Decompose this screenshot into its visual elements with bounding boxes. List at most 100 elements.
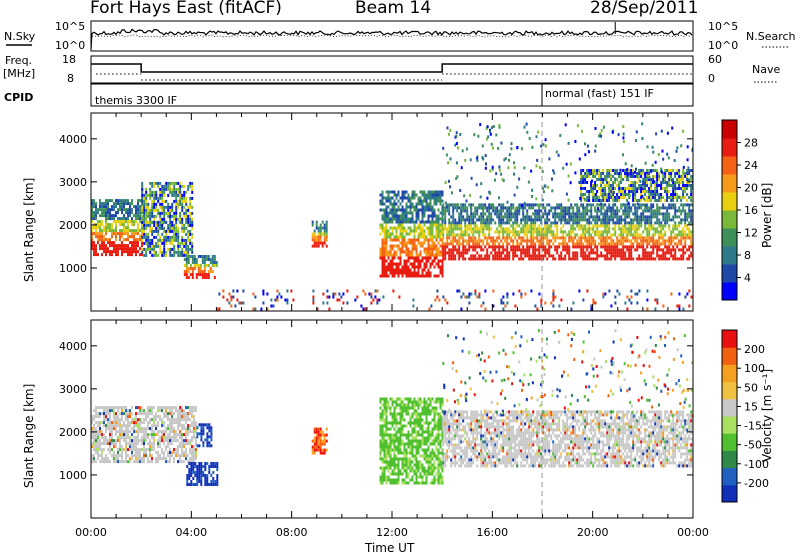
data-cell <box>602 178 605 181</box>
data-cell <box>530 227 533 231</box>
data-cell <box>548 203 551 207</box>
data-cell <box>93 205 95 209</box>
data-cell <box>554 224 557 228</box>
data-cell <box>276 289 279 293</box>
data-cell <box>656 209 659 213</box>
data-cell <box>145 208 148 212</box>
data-cell <box>644 190 647 193</box>
data-cell <box>189 229 192 233</box>
data-cell <box>119 217 121 221</box>
data-cell <box>149 208 152 212</box>
data-cell <box>173 226 176 230</box>
data-cell <box>185 261 188 264</box>
data-cell <box>632 187 635 190</box>
data-cell <box>97 235 99 239</box>
data-cell <box>536 215 539 219</box>
data-cell <box>502 215 505 219</box>
data-cell <box>624 227 627 231</box>
data-cell <box>419 232 422 236</box>
data-cell <box>568 239 571 243</box>
data-cell <box>161 421 163 425</box>
data-cell <box>616 242 619 246</box>
data-cell <box>622 193 625 196</box>
data-cell <box>181 241 184 245</box>
data-cell <box>442 218 445 222</box>
data-cell <box>569 181 572 185</box>
data-cell <box>668 178 671 181</box>
data-cell <box>157 430 159 434</box>
data-cell <box>103 448 105 452</box>
data-cell <box>321 220 324 224</box>
data-cell <box>413 208 416 212</box>
data-cell <box>127 427 129 431</box>
data-cell <box>91 235 93 239</box>
data-cell <box>165 427 167 431</box>
data-cell <box>167 214 170 218</box>
data-cell <box>177 181 180 185</box>
data-cell <box>403 226 406 230</box>
data-cell <box>644 193 647 196</box>
data-cell <box>664 206 667 210</box>
data-cell <box>534 221 537 225</box>
data-cell <box>425 238 428 242</box>
data-cell <box>203 264 206 267</box>
data-cell <box>553 171 556 175</box>
data-cell <box>159 214 162 218</box>
data-cell <box>552 257 555 261</box>
data-cell <box>109 412 111 416</box>
data-cell <box>379 202 382 206</box>
data-cell <box>510 224 513 228</box>
data-cell <box>131 421 133 425</box>
data-cell <box>522 212 525 216</box>
data-cell <box>682 165 685 169</box>
data-cell <box>459 133 462 136</box>
data-cell <box>242 289 245 293</box>
data-cell <box>159 196 162 200</box>
data-cell <box>594 242 597 246</box>
data-cell <box>602 169 605 172</box>
data-cell <box>413 235 416 239</box>
data-cell <box>323 238 326 242</box>
data-cell <box>121 229 123 233</box>
data-cell <box>634 239 637 243</box>
data-cell <box>431 238 434 242</box>
data-cell <box>602 125 605 129</box>
data-cell <box>630 257 633 261</box>
data-cell <box>151 181 154 185</box>
data-cell <box>602 236 605 240</box>
data-cell <box>319 232 322 236</box>
data-cell <box>514 227 517 231</box>
data-cell <box>117 217 119 221</box>
data-cell <box>496 245 499 249</box>
data-cell <box>189 264 192 267</box>
data-cell <box>638 206 641 210</box>
data-cell <box>574 203 577 207</box>
data-cell <box>686 193 689 196</box>
data-cell <box>642 239 645 243</box>
data-cell <box>496 257 499 261</box>
data-cell <box>127 199 129 203</box>
data-cell <box>688 230 691 234</box>
data-cell <box>442 251 445 255</box>
data-cell <box>476 218 479 222</box>
data-cell <box>435 244 438 248</box>
data-cell <box>444 248 447 252</box>
data-cell <box>175 220 178 224</box>
data-cell <box>403 259 406 263</box>
data-cell <box>425 205 428 209</box>
data-cell <box>666 184 669 187</box>
data-cell <box>435 217 438 221</box>
data-cell <box>322 292 325 296</box>
data-cell <box>342 301 345 305</box>
data-cell <box>381 250 384 254</box>
data-cell <box>641 194 644 198</box>
data-cell <box>526 215 529 219</box>
data-cell <box>427 241 430 245</box>
data-cell <box>442 248 445 252</box>
data-cell <box>586 203 589 207</box>
data-cell <box>540 239 543 243</box>
data-cell <box>648 215 651 219</box>
data-cell <box>403 241 406 245</box>
data-cell <box>405 196 408 200</box>
data-cell <box>197 264 200 267</box>
